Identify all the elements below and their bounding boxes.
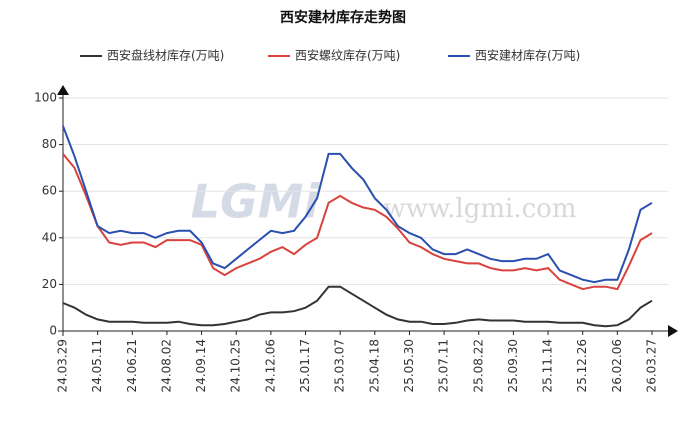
legend-label: 西安螺纹库存(万吨) (295, 48, 400, 63)
y-tick-label: 100 (34, 91, 57, 105)
x-tick-label: 24.03.29 (56, 339, 70, 392)
x-tick-label: 24.08.02 (159, 339, 173, 392)
watermark-site: www.lgmi.com (383, 194, 576, 224)
x-tick-label: 25.04.18 (367, 339, 381, 392)
x-tick-label: 24.05.11 (90, 339, 104, 392)
x-tick-label: 24.09.14 (194, 339, 208, 392)
x-tick-label: 26.03.27 (645, 339, 659, 392)
series-line (62, 285, 653, 328)
x-tick-label: 25.05.30 (402, 339, 416, 392)
x-tick-label: 25.03.07 (333, 339, 347, 392)
y-tick-label: 20 (42, 277, 57, 291)
x-axis-arrow (668, 325, 678, 337)
chart-title: 西安建材库存走势图 (280, 9, 406, 26)
x-tick-label: 25.09.30 (506, 339, 520, 392)
x-tick-label: 25.07.11 (437, 339, 451, 392)
x-tick-label: 24.10.25 (229, 339, 243, 392)
x-tick-label: 24.12.06 (263, 339, 277, 392)
series-line (62, 153, 653, 291)
x-tick-label: 25.08.22 (471, 339, 485, 392)
series-line (62, 125, 653, 284)
watermark-logo: LGMi (191, 175, 321, 229)
y-axis-arrow (57, 85, 69, 95)
legend-label: 西安建材库存(万吨) (475, 48, 580, 63)
x-tick-label: 24.06.21 (125, 339, 139, 392)
x-tick-label: 25.12.26 (575, 339, 589, 392)
x-tick-label: 25.01.17 (298, 339, 312, 392)
y-tick-label: 40 (42, 230, 57, 244)
x-tick-label: 25.11.14 (541, 339, 555, 392)
y-tick-label: 0 (49, 324, 57, 338)
legend-label: 西安盘线材库存(万吨) (107, 48, 224, 63)
x-tick-label: 26.02.06 (610, 339, 624, 392)
y-tick-label: 80 (42, 137, 57, 151)
y-tick-label: 60 (42, 184, 57, 198)
